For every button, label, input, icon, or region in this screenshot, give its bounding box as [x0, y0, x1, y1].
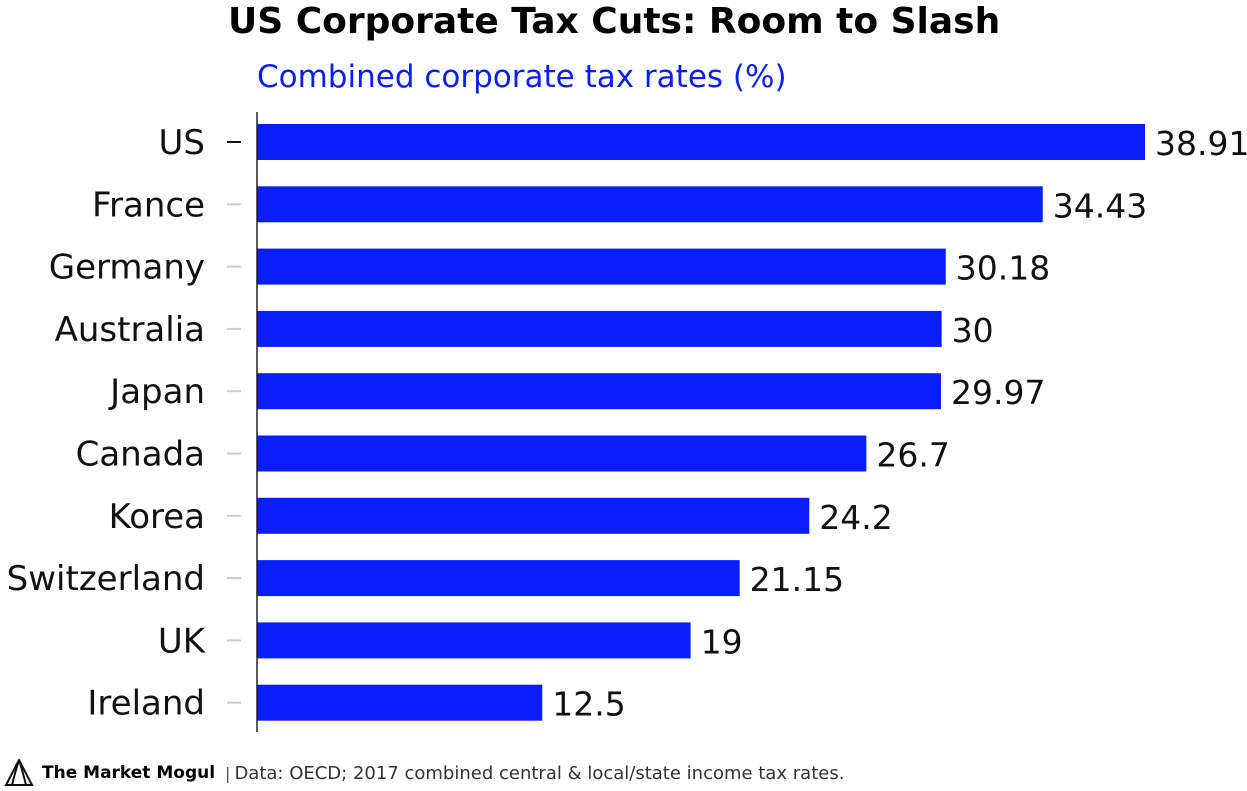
footer: The Market Mogul | Data: OECD; 2017 comb…: [4, 757, 845, 788]
category-label-korea: Korea: [109, 497, 205, 537]
market-mogul-logo-icon: [4, 757, 34, 787]
bar-japan: [257, 373, 941, 410]
value-label-japan: 29.97: [951, 373, 1045, 412]
category-label-australia: Australia: [55, 310, 205, 350]
chart-subtitle: Combined corporate tax rates (%): [257, 59, 787, 95]
category-label-france: France: [92, 185, 205, 225]
category-label-uk: UK: [158, 621, 207, 661]
value-label-us: 38.91: [1155, 124, 1247, 163]
value-label-ireland: 12.5: [552, 685, 625, 724]
category-label-japan: Japan: [108, 372, 205, 412]
value-label-germany: 30.18: [956, 249, 1050, 288]
value-label-switzerland: 21.15: [750, 560, 844, 599]
chart-title: US Corporate Tax Cuts: Room to Slash: [228, 1, 1001, 42]
bar-uk: [257, 622, 691, 659]
bar-france: [257, 186, 1043, 223]
category-label-germany: Germany: [49, 248, 205, 288]
source-note: Data: OECD; 2017 combined central & loca…: [234, 762, 845, 784]
value-label-france: 34.43: [1053, 186, 1147, 225]
footer-separator: |: [225, 763, 231, 783]
bar-ireland: [257, 684, 543, 721]
category-label-us: US: [159, 123, 205, 163]
bar-germany: [257, 248, 946, 285]
value-label-korea: 24.2: [819, 498, 892, 537]
bar-australia: [257, 310, 942, 347]
bar-us: [257, 124, 1145, 160]
bar-canada: [257, 435, 867, 472]
value-label-australia: 30: [952, 311, 994, 350]
category-label-canada: Canada: [76, 435, 205, 475]
value-label-canada: 26.7: [876, 436, 949, 475]
value-label-uk: 19: [701, 622, 743, 661]
bar-switzerland: [257, 560, 740, 597]
brand-name: The Market Mogul: [42, 763, 216, 783]
category-label-switzerland: Switzerland: [7, 559, 205, 599]
bar-korea: [257, 497, 810, 534]
category-label-ireland: Ireland: [87, 684, 205, 724]
